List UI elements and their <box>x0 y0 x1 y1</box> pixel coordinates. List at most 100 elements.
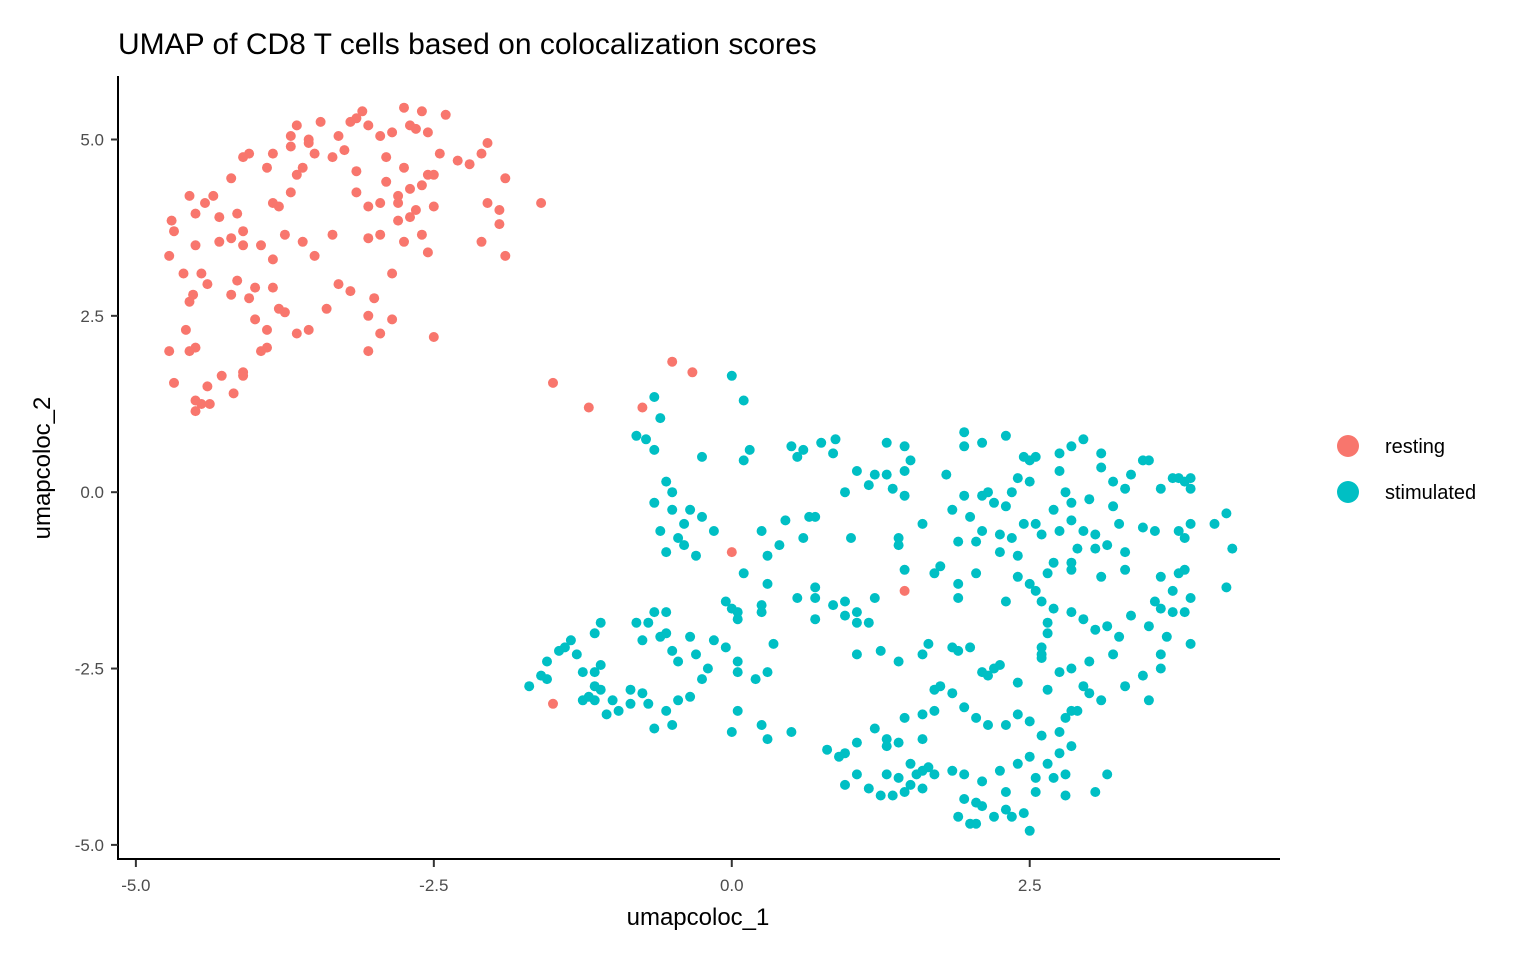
point-resting-122 <box>351 166 362 177</box>
point-stimulated-116 <box>1167 607 1178 618</box>
point-stimulated-225 <box>565 635 576 646</box>
point-stimulated-172 <box>863 617 874 628</box>
point-stimulated-298 <box>1066 741 1077 752</box>
point-resting-8 <box>190 240 201 251</box>
point-stimulated-243 <box>840 748 850 759</box>
point-stimulated-59 <box>1066 441 1077 452</box>
point-stimulated-187 <box>762 667 773 678</box>
point-stimulated-73 <box>1209 518 1220 529</box>
point-stimulated-136 <box>971 568 982 579</box>
point-stimulated-27 <box>804 511 815 522</box>
point-stimulated-29 <box>774 540 785 551</box>
point-stimulated-174 <box>810 582 821 593</box>
point-stimulated-50 <box>899 564 910 575</box>
point-stimulated-241 <box>822 744 833 755</box>
point-stimulated-164 <box>893 656 904 667</box>
point-resting-108 <box>363 120 374 131</box>
point-stimulated-141 <box>1000 596 1011 607</box>
point-stimulated-284 <box>1120 681 1131 692</box>
point-stimulated-320 <box>1090 787 1101 797</box>
point-stimulated-96 <box>953 536 964 547</box>
point-resting-48 <box>428 332 439 342</box>
point-stimulated-123 <box>1155 649 1166 660</box>
point-stimulated-244 <box>851 737 862 748</box>
point-stimulated-82 <box>1048 504 1059 515</box>
point-stimulated-132 <box>1024 578 1035 589</box>
point-stimulated-106 <box>1120 564 1131 575</box>
point-resting-60 <box>327 229 338 240</box>
point-resting-5 <box>200 198 210 208</box>
point-stimulated-42 <box>661 547 672 558</box>
point-resting-35 <box>232 275 243 286</box>
point-stimulated-115 <box>1155 603 1166 614</box>
point-resting-64 <box>291 169 302 180</box>
point-stimulated-276 <box>1024 716 1035 727</box>
point-resting-91 <box>464 159 475 170</box>
point-stimulated-271 <box>959 702 970 713</box>
point-stimulated-10 <box>786 441 797 452</box>
point-stimulated-157 <box>1054 667 1065 678</box>
point-stimulated-274 <box>1000 720 1011 730</box>
point-stimulated-25 <box>840 487 850 498</box>
point-stimulated-49 <box>917 518 928 529</box>
point-resting-24 <box>228 388 239 399</box>
point-stimulated-79 <box>1054 466 1065 476</box>
point-stimulated-81 <box>1066 497 1077 508</box>
point-stimulated-258 <box>899 787 910 797</box>
point-stimulated-290 <box>994 660 1005 670</box>
point-stimulated-146 <box>1036 642 1047 653</box>
point-stimulated-48 <box>893 540 904 551</box>
point-resting-7 <box>178 268 189 279</box>
point-stimulated-317 <box>1024 825 1035 836</box>
point-stimulated-117 <box>1179 607 1190 618</box>
point-stimulated-43 <box>691 550 701 561</box>
point-stimulated-202 <box>732 705 743 716</box>
point-stimulated-13 <box>816 437 827 448</box>
point-resting-3 <box>184 190 195 201</box>
point-stimulated-62 <box>1096 462 1107 473</box>
point-resting-89 <box>434 148 445 159</box>
point-stimulated-275 <box>1012 709 1023 720</box>
point-stimulated-293 <box>965 642 976 653</box>
y-axis-title: umapcoloc_2 <box>29 397 56 540</box>
point-stimulated-135 <box>994 547 1005 558</box>
point-stimulated-165 <box>875 645 886 656</box>
point-stimulated-185 <box>732 656 743 667</box>
point-stimulated-213 <box>613 705 624 716</box>
point-stimulated-127 <box>1090 543 1101 554</box>
point-stimulated-255 <box>923 762 934 773</box>
point-resting-86 <box>393 198 404 208</box>
point-stimulated-210 <box>637 688 648 699</box>
point-stimulated-265 <box>917 709 928 720</box>
point-resting-19 <box>196 399 207 409</box>
point-stimulated-133 <box>1012 550 1023 561</box>
point-stimulated-88 <box>977 490 988 501</box>
point-stimulated-138 <box>953 578 964 589</box>
y-tick-label: 0.0 <box>80 483 104 502</box>
point-stimulated-200 <box>756 720 767 730</box>
point-stimulated-149 <box>1066 607 1077 618</box>
point-stimulated-35 <box>667 504 678 515</box>
point-resting-42 <box>345 286 356 297</box>
point-stimulated-111 <box>1149 596 1160 607</box>
point-stimulated-83 <box>1030 518 1041 529</box>
point-stimulated-283 <box>1096 695 1107 706</box>
point-resting-23 <box>216 370 227 381</box>
point-stimulated-214 <box>601 709 612 720</box>
point-stimulated-183 <box>732 614 743 625</box>
point-resting-17 <box>169 377 179 388</box>
x-tick-label: 2.5 <box>1018 876 1042 895</box>
point-stimulated-261 <box>863 783 874 794</box>
point-resting-104 <box>375 131 386 141</box>
point-resting-110 <box>315 116 326 127</box>
point-stimulated-249 <box>881 769 892 780</box>
point-stimulated-98 <box>1006 533 1017 543</box>
point-stimulated-250 <box>893 772 904 783</box>
point-stimulated-222 <box>589 667 600 678</box>
point-resting-93 <box>482 198 493 208</box>
point-stimulated-189 <box>750 674 761 685</box>
point-resting-62 <box>267 198 278 208</box>
point-stimulated-38 <box>649 497 660 508</box>
point-stimulated-0 <box>726 370 737 381</box>
point-stimulated-194 <box>643 617 654 628</box>
